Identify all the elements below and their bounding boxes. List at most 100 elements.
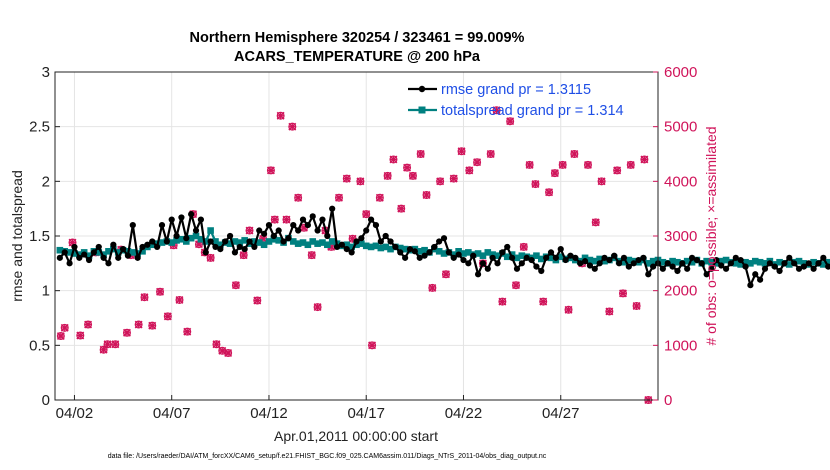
totalspread-point: [95, 249, 103, 256]
obs-assimilated-marker: [183, 327, 192, 336]
rmse-point: [192, 227, 200, 234]
legend: rmse grand pr = 1.3115 totalspread grand…: [408, 82, 624, 119]
totalspread-point: [377, 244, 385, 252]
totalspread-point: [513, 254, 521, 262]
rmse-point: [197, 216, 204, 223]
totalspread-point: [703, 257, 710, 265]
rmse-point: [226, 232, 234, 240]
rmse-point: [805, 260, 812, 267]
totalspread-point: [484, 249, 492, 256]
rmse-point: [562, 256, 569, 264]
obs-assimilated-marker: [486, 150, 495, 158]
obs-assimilated-marker: [266, 166, 275, 175]
totalspread-point: [756, 258, 764, 266]
obs-assimilated-marker: [539, 297, 548, 306]
obs-assimilated-marker: [613, 166, 622, 175]
rmse-point: [543, 254, 550, 261]
left-y-axis-ticks: 0 0.5 1 1.5 2 2.5 3: [29, 64, 60, 409]
totalspread-point: [192, 232, 200, 240]
rmse-point: [314, 227, 321, 234]
rmse-point: [304, 221, 311, 229]
rmse-point: [659, 265, 666, 272]
totalspread-point: [649, 257, 657, 265]
totalspread-point: [489, 251, 496, 258]
rmse-point: [786, 254, 793, 261]
obs-assimilated-marker: [245, 226, 254, 235]
rmse-point: [406, 246, 414, 253]
totalspread-point: [737, 261, 744, 268]
rmse-point: [154, 243, 161, 251]
rmse-point: [596, 260, 603, 267]
rmse-point: [290, 221, 297, 229]
totalspread-point: [435, 248, 443, 255]
obs-assimilated-marker: [253, 296, 262, 305]
totalspread-point: [785, 261, 793, 268]
rmse-point: [105, 260, 112, 267]
totalspread-point: [114, 249, 122, 256]
rmse-point: [202, 249, 209, 256]
obs-assimilated-marker: [422, 191, 431, 199]
totalspread-point: [713, 260, 720, 267]
rmse-point: [533, 263, 540, 270]
rmse-point: [372, 221, 380, 229]
rmse-point: [436, 238, 443, 245]
obs-assimilated-marker: [550, 169, 559, 178]
obs-assimilated-marker: [605, 307, 614, 316]
totalspread-point: [421, 246, 428, 254]
rmse-point: [499, 249, 506, 256]
totalspread-point: [270, 235, 278, 243]
obs-assimilated-marker: [103, 340, 112, 349]
rmse-point: [523, 254, 530, 261]
rmse-point: [518, 260, 525, 267]
x-tick-label: 04/07: [153, 405, 191, 422]
rmse-point: [134, 254, 141, 261]
obs-assimilated-marker: [492, 106, 501, 115]
totalspread-point: [708, 258, 715, 266]
totalspread-point: [260, 241, 268, 249]
rmse-point: [299, 216, 307, 223]
x-tick-label: 04/02: [56, 405, 94, 422]
rmse-point: [732, 254, 739, 261]
obs-assimilated-marker: [457, 147, 466, 156]
rmse-point: [280, 238, 287, 245]
rmse-point: [431, 243, 438, 251]
rmse-point: [766, 260, 773, 267]
obs-assimilated-marker: [512, 281, 520, 290]
rmse-point: [800, 263, 807, 270]
totalspread-point: [557, 253, 565, 261]
rmse-point: [557, 246, 564, 253]
rmse-point: [421, 252, 428, 259]
rmse-point: [348, 249, 355, 256]
totalspread-point: [416, 248, 424, 255]
totalspread-point: [387, 245, 394, 253]
obs-assimilated-marker: [163, 312, 172, 321]
obs-assimilated-marker: [335, 193, 343, 202]
obs-assimilated-marker: [436, 177, 445, 186]
totalspread-point: [824, 258, 830, 266]
totalspread-point: [314, 240, 321, 247]
totalspread-point: [265, 238, 273, 245]
obs-assimilated-marker: [56, 332, 65, 341]
totalspread-point: [309, 238, 317, 245]
left-y-tick-label: 0.5: [29, 337, 50, 354]
obs-assimilated-marker: [342, 174, 351, 183]
rmse-point: [591, 265, 598, 272]
left-y-tick-label: 1: [42, 283, 50, 300]
totalspread-point: [644, 260, 652, 267]
rmse-point: [392, 243, 399, 251]
chart-title-line2: ACARS_TEMPERATURE @ 200 hPa: [234, 49, 481, 65]
totalspread-point: [56, 246, 64, 254]
obs-assimilated-marker: [558, 160, 567, 169]
rmse-point: [693, 256, 701, 264]
obs-assimilated-marker: [473, 158, 482, 167]
rmse-point: [547, 249, 555, 256]
rmse-point: [455, 251, 462, 258]
totalspread-point: [241, 237, 248, 244]
totalspread-point: [479, 252, 487, 259]
rmse-point: [791, 260, 798, 267]
totalspread-point: [460, 250, 467, 257]
obs-assimilated-marker: [206, 253, 215, 262]
rmse-point: [261, 230, 268, 237]
obs-assimilated-marker: [449, 174, 458, 183]
rmse-point: [703, 271, 710, 278]
